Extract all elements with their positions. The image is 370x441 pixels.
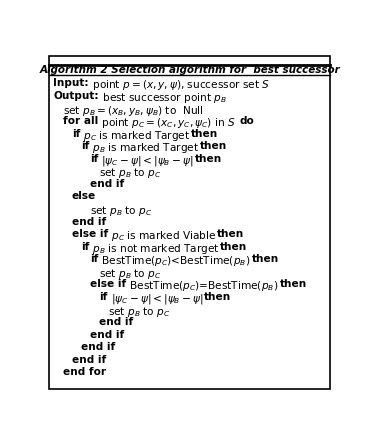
Text: end if: end if xyxy=(72,355,106,365)
Text: then: then xyxy=(252,254,279,264)
Text: $p_C$ is marked Target: $p_C$ is marked Target xyxy=(80,129,191,142)
Text: else if: else if xyxy=(72,229,108,239)
Text: then: then xyxy=(280,280,307,289)
Text: set $p_B$ to $p_C$: set $p_B$ to $p_C$ xyxy=(99,267,162,281)
Text: then: then xyxy=(204,292,232,302)
Text: then: then xyxy=(220,242,248,252)
Text: end if: end if xyxy=(90,179,124,189)
Text: do: do xyxy=(239,116,254,126)
Text: set $p_B$ to $p_C$: set $p_B$ to $p_C$ xyxy=(99,166,162,180)
Text: if: if xyxy=(81,141,89,151)
Text: point $p = (x, y, \psi)$, successor set $S$: point $p = (x, y, \psi)$, successor set … xyxy=(89,78,270,92)
Text: end if: end if xyxy=(81,342,115,352)
Text: best successor point $p_B$: best successor point $p_B$ xyxy=(99,91,227,105)
FancyBboxPatch shape xyxy=(49,56,330,389)
Text: then: then xyxy=(191,129,218,138)
Text: point $p_C = (x_C, y_C, \psi_C)$ in $S$: point $p_C = (x_C, y_C, \psi_C)$ in $S$ xyxy=(98,116,239,130)
Text: $p_B$ is marked Target: $p_B$ is marked Target xyxy=(89,141,200,155)
Text: set $p_B$ to $p_C$: set $p_B$ to $p_C$ xyxy=(90,204,152,218)
Text: $p_C$ is marked Viable: $p_C$ is marked Viable xyxy=(108,229,216,243)
Text: else: else xyxy=(72,191,96,202)
Text: end if: end if xyxy=(72,217,106,227)
Text: Output:: Output: xyxy=(53,91,99,101)
Text: end for: end for xyxy=(63,367,106,377)
Text: if: if xyxy=(99,292,108,302)
Text: then: then xyxy=(200,141,227,151)
Text: if: if xyxy=(72,129,80,138)
Text: set $p_B$ to $p_C$: set $p_B$ to $p_C$ xyxy=(108,305,171,318)
Text: set $p_B = (x_B, y_B, \psi_B)$ to  Null: set $p_B = (x_B, y_B, \psi_B)$ to Null xyxy=(63,104,203,117)
Text: $|\psi_C - \psi| < |\psi_B - \psi|$: $|\psi_C - \psi| < |\psi_B - \psi|$ xyxy=(98,154,195,168)
Text: Input:: Input: xyxy=(53,78,89,88)
Text: if: if xyxy=(81,242,89,252)
Text: then: then xyxy=(216,229,244,239)
Text: then: then xyxy=(195,154,222,164)
Text: if: if xyxy=(90,254,98,264)
Text: Algorithm 2 Selection algorithm for  best successor: Algorithm 2 Selection algorithm for best… xyxy=(39,65,340,75)
Text: end if: end if xyxy=(90,330,124,340)
Text: BestTime($p_C$)=BestTime($p_B$): BestTime($p_C$)=BestTime($p_B$) xyxy=(127,280,280,293)
Text: for all: for all xyxy=(63,116,98,126)
Text: $p_B$ is not marked Target: $p_B$ is not marked Target xyxy=(89,242,220,256)
Text: if: if xyxy=(90,154,98,164)
Text: $|\psi_C - \psi| < |\psi_B - \psi|$: $|\psi_C - \psi| < |\psi_B - \psi|$ xyxy=(108,292,204,306)
Text: else if: else if xyxy=(90,280,127,289)
Text: end if: end if xyxy=(99,317,134,327)
Text: BestTime($p_C$)<BestTime($p_B$): BestTime($p_C$)<BestTime($p_B$) xyxy=(98,254,252,268)
